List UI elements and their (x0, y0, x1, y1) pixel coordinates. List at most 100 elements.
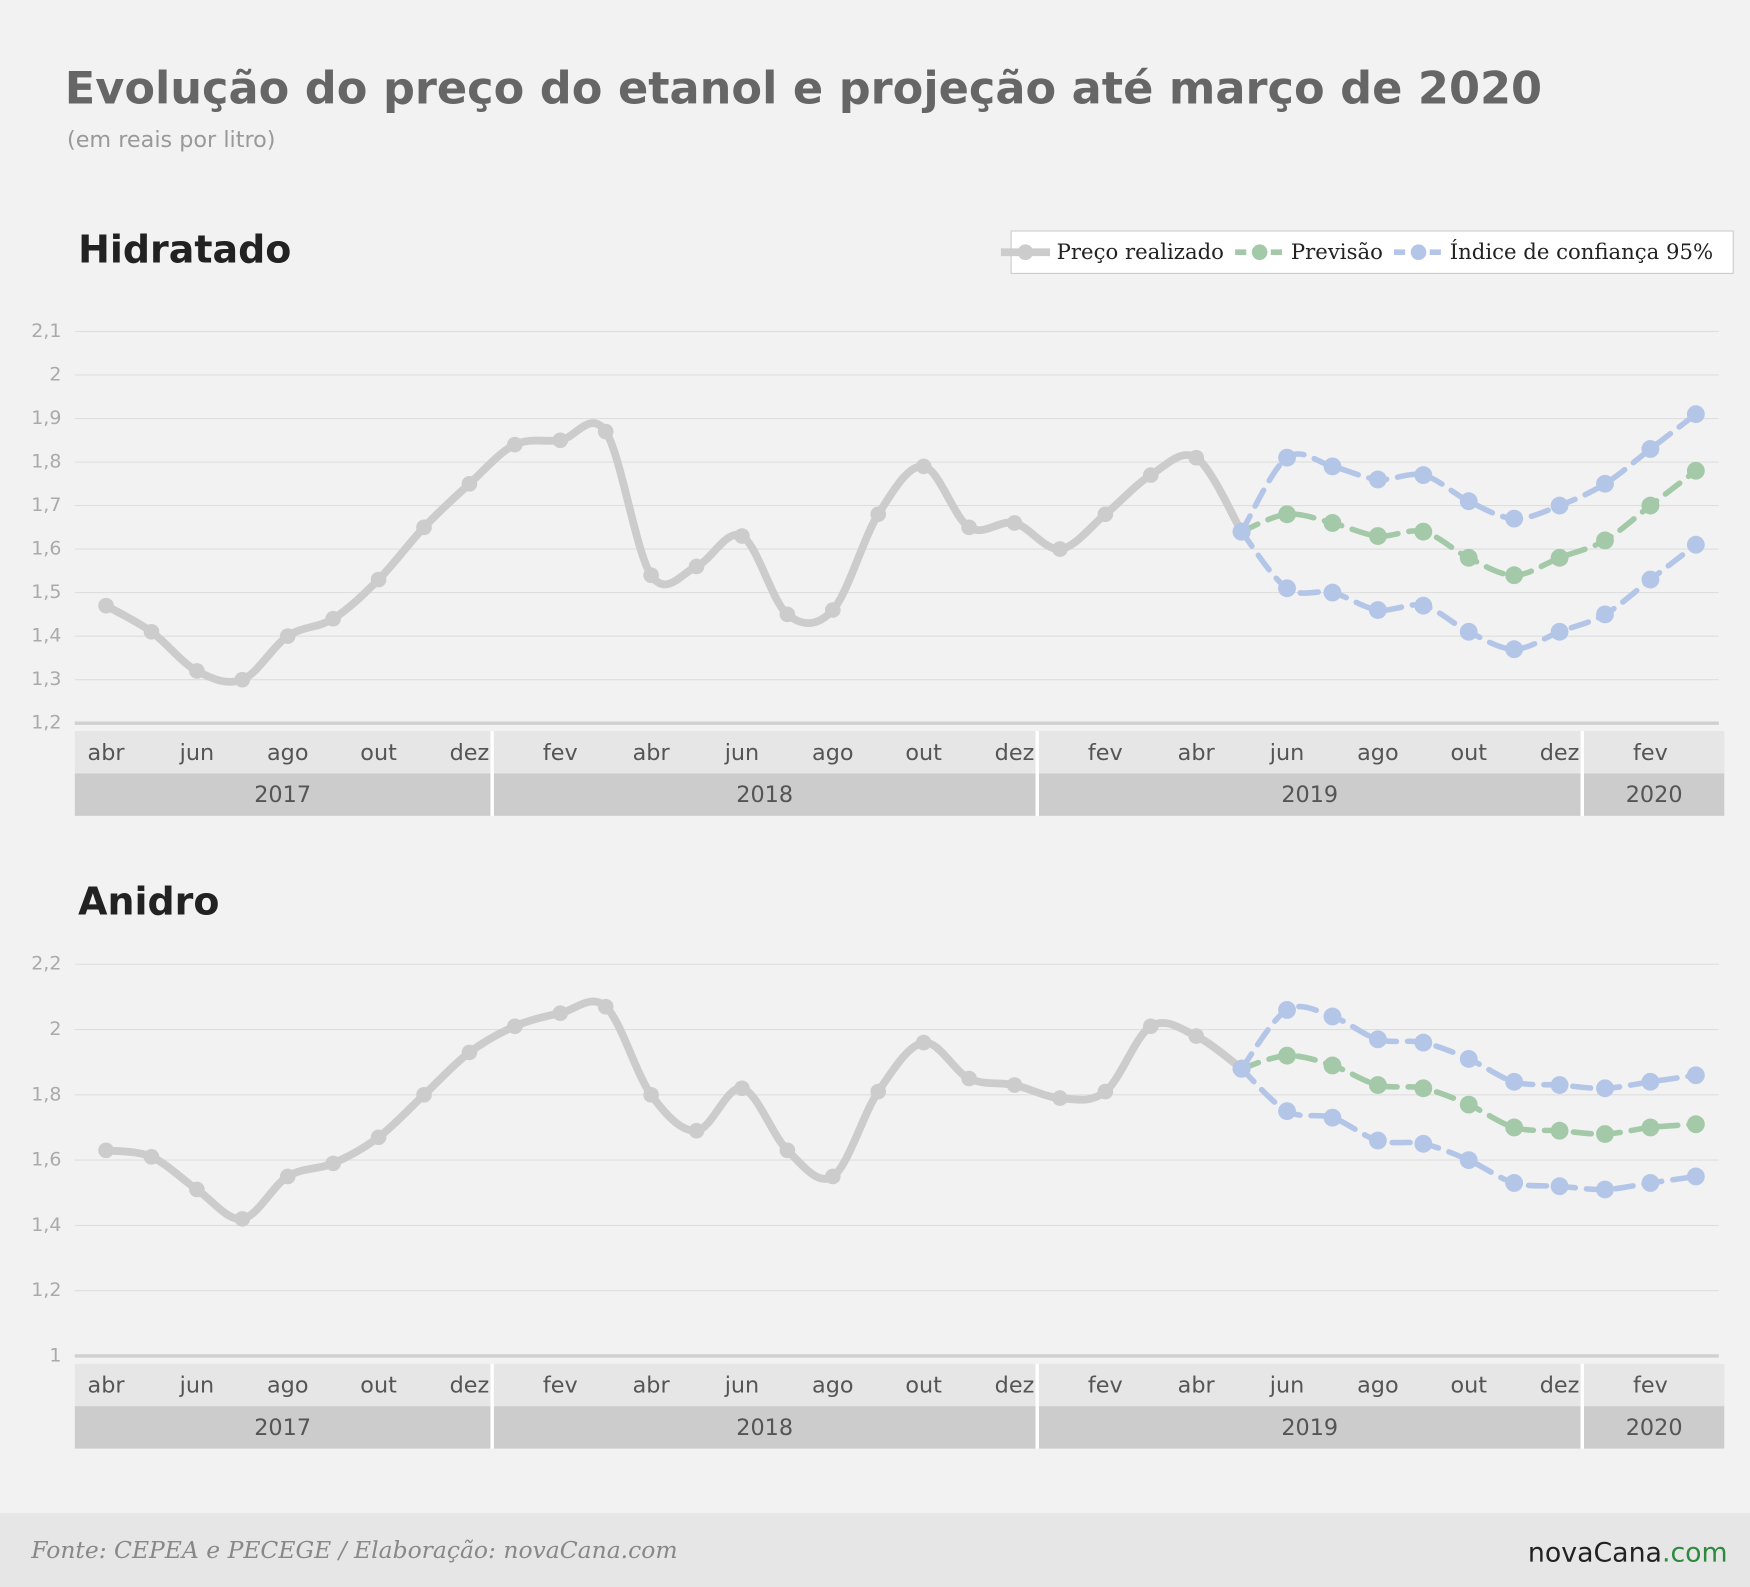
point (961, 1070, 977, 1087)
point (1459, 1095, 1478, 1114)
x-tick-label: jun (179, 740, 214, 766)
point (1414, 1033, 1433, 1052)
point (1686, 1167, 1705, 1186)
x-tick-label: out (1450, 1373, 1487, 1399)
point (416, 1087, 432, 1103)
x-tick-label: jun (1269, 1373, 1304, 1399)
x-tick-label: abr (1178, 740, 1216, 766)
year-band (1038, 773, 1581, 816)
point (98, 597, 114, 614)
x-tick-label: out (360, 740, 397, 766)
x-tick-label: dez (1540, 740, 1580, 766)
point (734, 528, 750, 544)
point (1323, 514, 1342, 532)
point (1097, 1083, 1114, 1100)
y-tick-label: 1,4 (31, 625, 61, 647)
point (1505, 1072, 1524, 1091)
y-tick-label: 1,6 (31, 538, 61, 560)
point (1278, 1046, 1296, 1065)
x-tick-label: fev (543, 740, 578, 766)
point (143, 1149, 160, 1165)
point (870, 506, 887, 523)
point (1323, 457, 1342, 476)
legend-marker (1017, 244, 1034, 261)
x-tick-label: jun (724, 1373, 759, 1399)
page-title: Evolução do preço do etanol e projeção a… (65, 63, 1542, 115)
page-subtitle: (em reais por litro) (67, 127, 276, 153)
point (1414, 1134, 1433, 1153)
legend: Preço realizado Previsão Índice de confian… (1000, 230, 1734, 274)
y-tick-label: 1 (49, 1344, 61, 1366)
x-tick-label: ago (1357, 1373, 1399, 1399)
point (597, 998, 614, 1015)
x-tick-label: abr (1178, 1373, 1216, 1399)
x-group-label: 2017 (254, 782, 311, 808)
point (1550, 1177, 1569, 1196)
point (1596, 1125, 1614, 1143)
point (1596, 474, 1614, 493)
point (1550, 622, 1569, 641)
point (1368, 1030, 1387, 1049)
point (234, 671, 251, 688)
x-tick-label: abr (633, 1373, 671, 1399)
point (1505, 566, 1524, 585)
point (1097, 506, 1114, 523)
point (1368, 601, 1387, 619)
y-tick-label: 1,3 (31, 668, 61, 690)
point (1505, 640, 1524, 659)
point (1550, 548, 1569, 567)
chart-title: Anidro (78, 879, 219, 923)
x-tick-label: out (905, 740, 942, 766)
point (1459, 548, 1478, 567)
x-group-label: 2020 (1626, 782, 1683, 808)
point (1686, 1066, 1705, 1085)
y-tick-label: 1,5 (31, 581, 61, 603)
point (461, 1044, 478, 1061)
point (597, 423, 614, 440)
legend-label: Preço realizado (1057, 239, 1224, 264)
x-tick-label: out (1450, 740, 1487, 766)
point (1323, 583, 1342, 602)
point (1596, 605, 1614, 624)
x-tick-label: abr (88, 1373, 126, 1399)
series-line (1238, 1065, 1699, 1193)
point (1278, 505, 1296, 524)
point (1459, 1049, 1478, 1068)
x-tick-label: abr (633, 740, 671, 766)
point (643, 1087, 659, 1103)
x-tick-label: dez (450, 1373, 490, 1399)
point (1414, 596, 1433, 615)
month-band (74, 731, 1725, 774)
year-band (1038, 1406, 1581, 1449)
x-tick-label: ago (267, 1373, 309, 1399)
x-group-label: 2018 (736, 1415, 793, 1441)
y-tick-label: 1,4 (31, 1214, 61, 1236)
x-group-label: 2019 (1281, 1415, 1338, 1441)
point (825, 602, 841, 618)
x-tick-label: ago (812, 740, 854, 766)
legend-label: Índice de confiança 95% (1450, 239, 1713, 264)
year-band (74, 773, 491, 816)
point (1505, 509, 1524, 528)
x-tick-label: ago (267, 740, 309, 766)
x-tick-label: out (905, 1373, 942, 1399)
point (1232, 522, 1251, 541)
y-tick-label: 1,8 (31, 1083, 61, 1105)
logo: novaCana.com (1528, 1537, 1728, 1568)
point (915, 458, 932, 475)
x-group-label: 2019 (1281, 782, 1338, 808)
point (688, 558, 705, 575)
x-group-label: 2018 (736, 782, 793, 808)
y-tick-label: 2,2 (31, 953, 61, 975)
point (1641, 1118, 1660, 1137)
chart-title: Hidratado (78, 228, 291, 272)
point (1323, 1108, 1342, 1127)
month-band (74, 1363, 1725, 1407)
point (1596, 1079, 1614, 1098)
point (1368, 1131, 1387, 1150)
point (1641, 496, 1660, 515)
point (189, 663, 205, 679)
point (552, 432, 569, 449)
point (98, 1142, 114, 1159)
